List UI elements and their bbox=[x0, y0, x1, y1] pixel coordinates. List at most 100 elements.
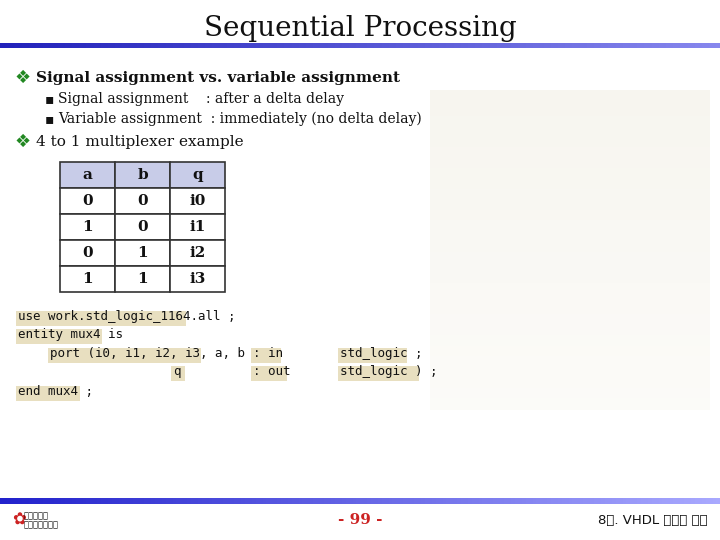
Bar bbox=[522, 43, 526, 48]
Bar bbox=[317, 43, 321, 48]
Bar bbox=[430, 123, 710, 124]
Bar bbox=[430, 220, 710, 221]
Bar bbox=[430, 363, 710, 364]
Bar bbox=[430, 358, 710, 359]
Bar bbox=[536, 498, 541, 504]
Bar bbox=[430, 291, 710, 292]
Bar bbox=[126, 43, 130, 48]
Bar bbox=[430, 378, 710, 379]
Bar bbox=[430, 310, 710, 311]
Bar bbox=[626, 43, 631, 48]
Bar bbox=[430, 95, 710, 96]
Bar bbox=[554, 43, 559, 48]
Bar bbox=[281, 498, 285, 504]
Bar bbox=[209, 498, 213, 504]
Text: Variable assignment  : immediately (no delta delay): Variable assignment : immediately (no de… bbox=[58, 112, 422, 126]
Bar bbox=[430, 168, 710, 169]
Bar bbox=[328, 498, 332, 504]
Bar bbox=[430, 408, 710, 409]
Bar bbox=[430, 373, 710, 374]
Bar bbox=[396, 43, 400, 48]
Bar bbox=[430, 114, 710, 115]
Bar bbox=[382, 43, 386, 48]
Bar bbox=[430, 382, 710, 383]
Bar bbox=[212, 43, 217, 48]
Bar bbox=[468, 43, 472, 48]
Bar bbox=[430, 146, 710, 147]
Bar bbox=[540, 43, 544, 48]
Bar bbox=[216, 498, 220, 504]
Bar bbox=[349, 498, 354, 504]
Bar bbox=[430, 403, 710, 404]
Bar bbox=[623, 43, 627, 48]
Bar bbox=[430, 174, 710, 175]
Bar bbox=[430, 404, 710, 405]
Bar bbox=[418, 498, 422, 504]
Bar bbox=[430, 192, 710, 193]
Bar bbox=[430, 216, 710, 217]
Bar bbox=[60, 162, 115, 188]
Bar bbox=[16, 329, 102, 343]
Bar bbox=[430, 252, 710, 253]
Bar bbox=[60, 266, 115, 292]
Bar bbox=[155, 43, 159, 48]
Bar bbox=[430, 238, 710, 239]
Bar bbox=[349, 43, 354, 48]
Bar bbox=[277, 498, 282, 504]
Bar bbox=[61, 498, 66, 504]
Bar bbox=[430, 104, 710, 105]
Bar bbox=[144, 43, 148, 48]
Bar bbox=[430, 122, 710, 123]
Bar bbox=[716, 498, 720, 504]
Bar bbox=[655, 498, 660, 504]
Bar bbox=[430, 288, 710, 289]
Bar bbox=[430, 377, 710, 378]
Bar bbox=[430, 257, 710, 258]
Bar bbox=[652, 43, 656, 48]
Bar bbox=[407, 43, 411, 48]
Bar bbox=[430, 144, 710, 145]
Text: i2: i2 bbox=[189, 246, 206, 260]
Bar bbox=[430, 207, 710, 208]
Bar bbox=[430, 231, 710, 232]
Bar bbox=[430, 134, 710, 135]
Bar bbox=[430, 361, 710, 362]
Bar bbox=[677, 43, 681, 48]
Bar bbox=[430, 181, 710, 182]
Bar bbox=[430, 409, 710, 410]
Bar bbox=[430, 301, 710, 302]
Bar bbox=[430, 342, 710, 343]
Bar bbox=[428, 498, 433, 504]
Bar bbox=[407, 498, 411, 504]
Bar bbox=[430, 225, 710, 226]
Bar bbox=[515, 43, 519, 48]
Bar bbox=[176, 498, 181, 504]
Bar bbox=[0, 43, 4, 48]
Bar bbox=[430, 279, 710, 280]
Bar bbox=[313, 498, 318, 504]
Bar bbox=[392, 43, 397, 48]
Bar bbox=[36, 43, 40, 48]
Bar bbox=[430, 167, 710, 168]
Bar bbox=[430, 188, 710, 189]
Bar bbox=[430, 340, 710, 341]
Bar bbox=[430, 205, 710, 206]
Bar bbox=[223, 43, 228, 48]
Bar bbox=[430, 343, 710, 344]
Bar bbox=[378, 43, 382, 48]
Bar bbox=[430, 278, 710, 279]
Bar bbox=[252, 498, 256, 504]
Bar bbox=[430, 299, 710, 300]
Bar bbox=[430, 110, 710, 111]
Bar bbox=[335, 43, 339, 48]
Bar bbox=[430, 177, 710, 178]
Bar bbox=[180, 498, 184, 504]
Bar bbox=[475, 43, 480, 48]
Bar bbox=[450, 498, 454, 504]
Bar bbox=[266, 43, 271, 48]
Bar bbox=[251, 366, 287, 381]
Bar bbox=[430, 102, 710, 103]
Bar bbox=[430, 237, 710, 238]
Bar bbox=[580, 43, 584, 48]
Bar bbox=[86, 498, 91, 504]
